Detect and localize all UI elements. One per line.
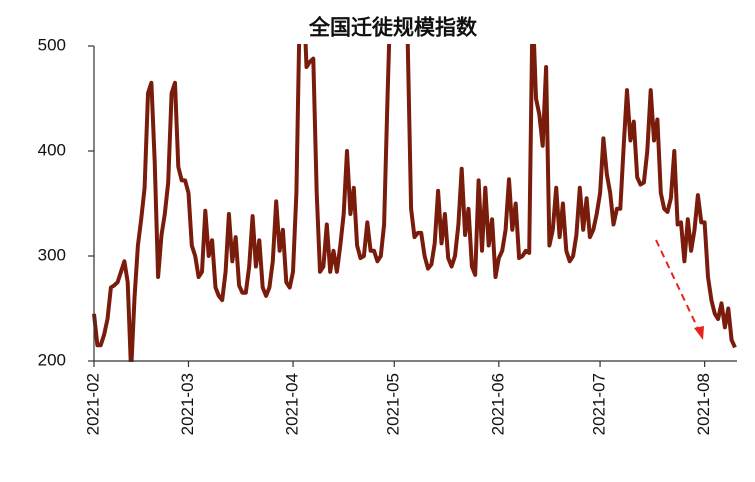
y-tick-label: 200 [38,350,66,369]
plot-area [92,44,737,362]
x-tick-label: 2021-08 [694,373,713,435]
x-tick-label: 2021-02 [83,373,102,435]
data-line [92,44,737,362]
chart-title: 全国迁徙规模指数 [308,16,478,40]
y-tick-label: 500 [38,35,66,54]
y-tick-label: 400 [38,140,66,159]
x-tick-label: 2021-03 [178,373,197,435]
x-tick-label: 2021-07 [590,373,609,435]
x-tick-label: 2021-04 [283,373,302,435]
x-tick-label: 2021-06 [488,373,507,435]
arrow-head [694,326,704,340]
y-tick-label: 300 [38,245,66,264]
x-tick-label: 2021-05 [384,373,403,435]
trend-arrow [655,239,702,336]
